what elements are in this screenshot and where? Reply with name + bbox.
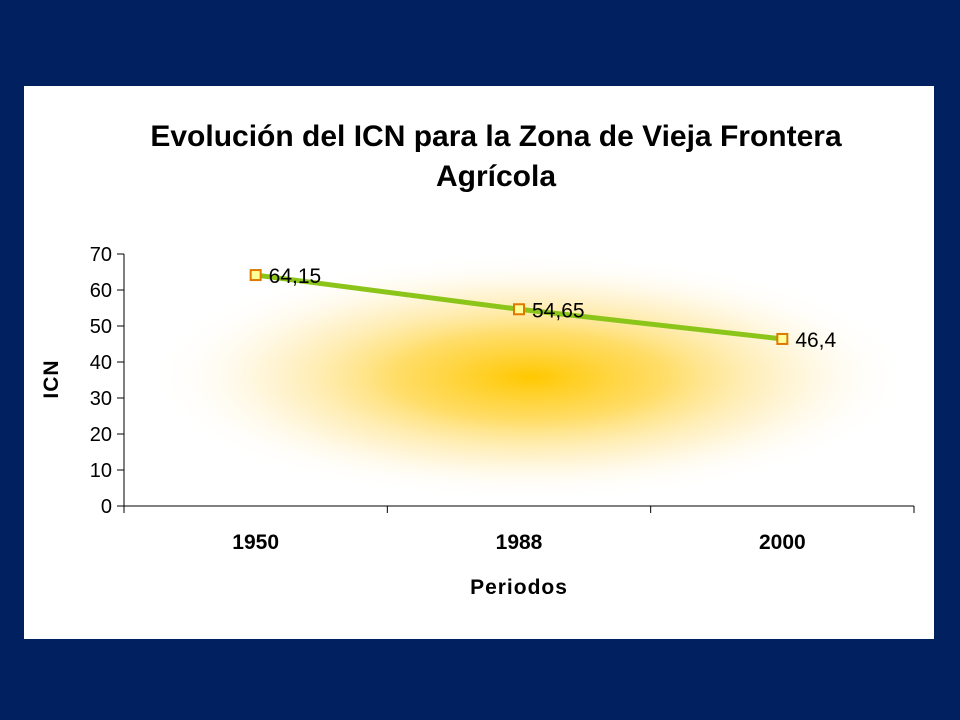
data-label: 54,65 [532,299,585,322]
x-axis-title: Periodos [470,576,568,599]
y-tick-label: 0 [101,496,112,518]
data-label: 64,15 [269,265,322,288]
series-icn: 64,15 54,65 46,4 [249,265,837,352]
data-point-marker [513,303,525,316]
y-tick-label: 50 [90,316,112,338]
data-label: 46,4 [795,329,836,352]
y-tick-label: 30 [90,388,112,410]
y-tick-label: 60 [90,280,112,302]
x-tick-label: 1988 [496,531,543,554]
x-axis: 1950 1988 2000 [123,505,915,554]
x-tick-label: 1950 [232,531,279,554]
y-tick-label: 70 [90,244,112,266]
data-point-marker [776,332,789,345]
chart-panel: Evolución del ICN para la Zona de Vieja … [24,86,934,639]
y-tick-label: 10 [90,460,112,482]
y-axis: 0 10 20 30 40 50 60 70 [90,244,125,518]
x-tick-label: 2000 [759,531,806,554]
y-axis-title: ICN [40,359,63,398]
data-point-marker [249,269,262,282]
chart-title-line-2: Agrícola [436,160,556,193]
chart-title-line-1: Evolución del ICN para la Zona de Vieja … [150,120,842,153]
y-tick-label: 40 [90,352,112,374]
line-chart: Evolución del ICN para la Zona de Vieja … [40,120,915,599]
y-tick-label: 20 [90,424,112,446]
plot-area-background [150,254,910,500]
